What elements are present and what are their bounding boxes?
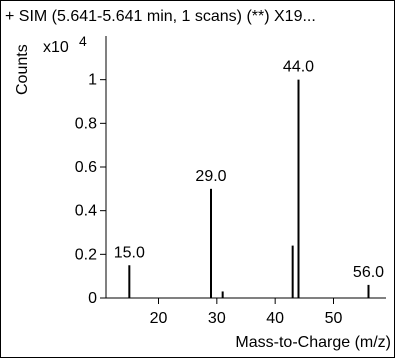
y-tick-label: 0.6 bbox=[75, 159, 97, 176]
y-tick-label: 0.8 bbox=[75, 115, 97, 132]
peak-label: 44.0 bbox=[283, 59, 314, 76]
x-axis-label: Mass-to-Charge (m/z) bbox=[235, 334, 391, 351]
y-tick-label: 0 bbox=[88, 290, 97, 307]
y-tick-label: 0.2 bbox=[75, 246, 97, 263]
x-tick-label: 50 bbox=[325, 310, 343, 327]
x-tick-label: 20 bbox=[150, 310, 168, 327]
y-tick-label: 0.4 bbox=[75, 203, 97, 220]
x-ticks: 20 30 40 50 bbox=[150, 298, 343, 327]
axes bbox=[105, 36, 386, 299]
peak-label: 15.0 bbox=[114, 244, 145, 261]
y-ticks: 0 0.2 0.4 0.6 0.8 1 bbox=[75, 72, 106, 307]
y-axis-exponent: 4 bbox=[79, 33, 87, 49]
x-tick-label: 30 bbox=[208, 310, 226, 327]
peak-label: 56.0 bbox=[353, 264, 384, 281]
y-axis-multiplier: x10 bbox=[43, 39, 69, 56]
x-tick-label: 40 bbox=[266, 310, 284, 327]
chart-title: + SIM (5.641-5.641 min, 1 scans) (**) X1… bbox=[5, 8, 316, 25]
y-axis-label: Counts bbox=[14, 44, 31, 95]
peak-label: 29.0 bbox=[195, 168, 226, 185]
peaks: 15.0 29.0 44.0 56.0 bbox=[114, 59, 384, 298]
y-tick-label: 1 bbox=[88, 72, 97, 89]
